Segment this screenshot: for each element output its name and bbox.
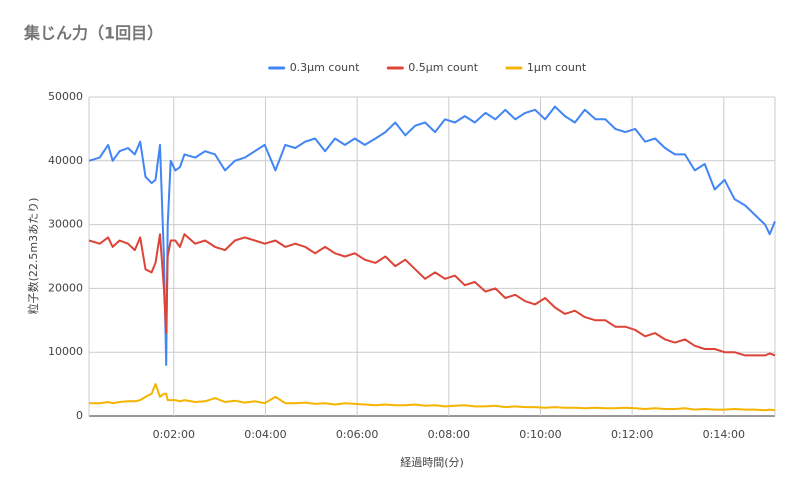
- x-tick-label: 0:06:00: [336, 428, 378, 441]
- y-axis-label: 粒子数(22.5m3あたり): [26, 198, 40, 315]
- y-tick-label: 10000: [48, 345, 83, 358]
- x-axis-label: 経過時間(分): [400, 456, 464, 469]
- x-tick-label: 0:02:00: [153, 428, 195, 441]
- y-tick-label: 0: [76, 409, 83, 422]
- y-tick-label: 50000: [48, 90, 83, 103]
- y-tick-label: 20000: [48, 281, 83, 294]
- y-tick-label: 40000: [48, 154, 83, 167]
- series-line: [89, 383, 776, 412]
- y-tick-label: 30000: [48, 218, 83, 231]
- x-tick-label: 0:10:00: [519, 428, 561, 441]
- series-line: [88, 105, 776, 366]
- x-tick-label: 0:12:00: [611, 428, 653, 441]
- legend-label: 0.5μm count: [408, 61, 478, 74]
- legend-label: 1μm count: [527, 61, 587, 74]
- legend-label: 0.3μm count: [290, 61, 360, 74]
- x-tick-label: 0:08:00: [428, 428, 470, 441]
- chart-title: 集じん力（1回目）: [23, 24, 163, 43]
- x-tick-label: 0:04:00: [244, 428, 286, 441]
- series-line: [88, 233, 776, 357]
- x-tick-label: 0:14:00: [703, 428, 745, 441]
